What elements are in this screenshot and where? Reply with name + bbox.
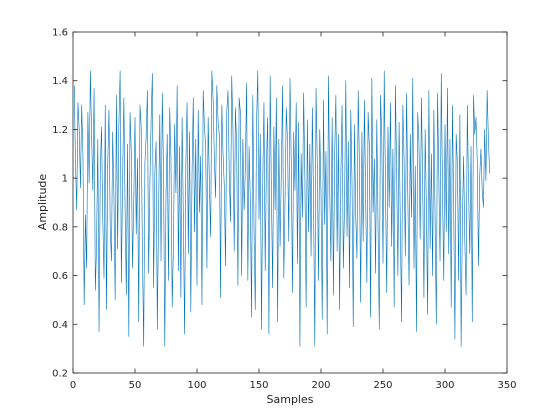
series-layer <box>73 70 490 347</box>
ticks-layer: 0 50 100 150 200 250 300 350 0.2 0.4 0.6 0.8 1 1.2 1.4… <box>52 28 516 392</box>
axes-box <box>72 31 508 374</box>
y-tick-label: 0.6 <box>52 271 68 282</box>
x-tick-label: 50 <box>129 380 142 391</box>
x-tick-label: 350 <box>497 380 516 391</box>
y-tick-label: 1 <box>62 174 68 185</box>
y-tick-label: 1.2 <box>52 125 68 136</box>
series-line-0 <box>73 70 490 347</box>
y-tick-label: 1.6 <box>52 28 68 39</box>
axes-layer <box>72 31 508 374</box>
x-tick-label: 100 <box>187 380 206 391</box>
x-tick-label: 300 <box>435 380 454 391</box>
y-tick-label: 0.4 <box>52 320 68 331</box>
x-tick-label: 200 <box>311 380 330 391</box>
y-axis-label: Amplitude <box>36 174 49 231</box>
x-tick-label: 0 <box>70 380 76 391</box>
x-tick-label: 150 <box>249 380 268 391</box>
y-tick-label: 0.8 <box>52 222 68 233</box>
x-axis-label: Samples <box>267 393 314 406</box>
x-tick-label: 250 <box>373 380 392 391</box>
y-tick-label: 1.4 <box>52 76 68 87</box>
y-tick-label: 0.2 <box>52 369 68 380</box>
